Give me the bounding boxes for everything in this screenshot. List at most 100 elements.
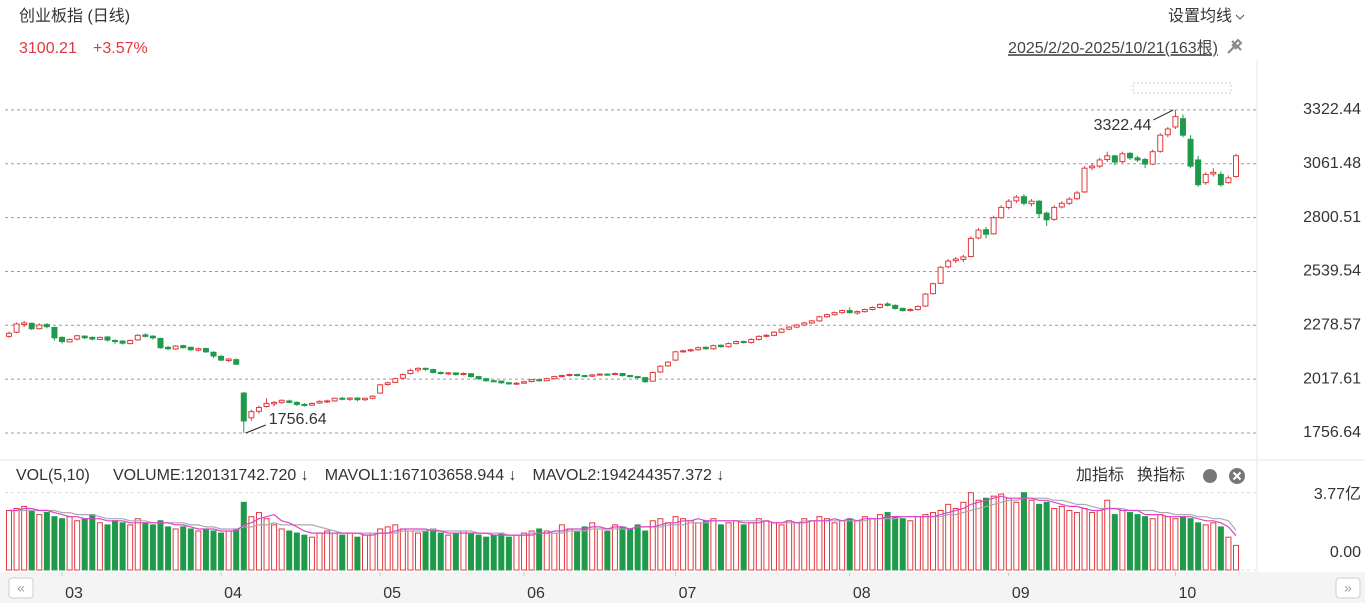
add-indicator[interactable]: 加指标 bbox=[1076, 466, 1124, 484]
candle-body bbox=[165, 346, 172, 350]
volume-bar bbox=[740, 524, 747, 571]
candle-body bbox=[248, 411, 255, 419]
volume-bar bbox=[1058, 505, 1065, 571]
y-tick-label: 3061.48 bbox=[1303, 155, 1361, 172]
candle-body bbox=[301, 403, 308, 406]
volume-bar bbox=[877, 514, 884, 571]
candle-body bbox=[180, 345, 187, 349]
candle-body bbox=[680, 350, 687, 353]
volume-bar bbox=[589, 522, 596, 571]
candle-body bbox=[293, 401, 300, 405]
settings-icon[interactable] bbox=[1203, 469, 1217, 483]
scroll-thumb[interactable] bbox=[1132, 82, 1232, 94]
candle-body bbox=[460, 372, 467, 376]
candle-body bbox=[611, 372, 618, 376]
volume-bar bbox=[763, 520, 770, 571]
volume-bar bbox=[839, 520, 846, 571]
candle-body bbox=[157, 337, 164, 349]
candle-body bbox=[104, 336, 111, 341]
volume-bar bbox=[195, 530, 202, 571]
candle-body bbox=[922, 293, 929, 307]
volume-bar bbox=[892, 516, 899, 571]
candle-body bbox=[1202, 173, 1209, 184]
volume-bar bbox=[369, 532, 376, 571]
candle-body bbox=[255, 407, 262, 412]
candle-body bbox=[324, 400, 331, 403]
candle-body bbox=[1058, 202, 1065, 208]
volume-bar bbox=[907, 520, 914, 571]
candle-body bbox=[59, 336, 66, 343]
candle-body bbox=[892, 304, 899, 310]
candle-body bbox=[149, 335, 156, 339]
ma-line bbox=[9, 495, 1237, 537]
candle-body bbox=[498, 380, 505, 384]
vol-tick-label: 3.77亿 bbox=[1314, 485, 1361, 503]
candle-body bbox=[778, 328, 785, 333]
ma-setting[interactable]: 设置均线 bbox=[1168, 7, 1232, 25]
volume-bar bbox=[861, 516, 868, 571]
volume-bar bbox=[1134, 514, 1141, 571]
candle-body bbox=[589, 374, 596, 377]
chart-title: 创业板指 (日线) bbox=[19, 7, 130, 25]
annotation-arrow bbox=[1153, 109, 1174, 121]
candle-body bbox=[763, 334, 770, 337]
x-tick-label: 09 bbox=[1012, 585, 1030, 602]
candle-body bbox=[195, 348, 202, 351]
x-tick-label: 04 bbox=[224, 585, 242, 602]
candle-body bbox=[702, 346, 709, 350]
candle-body bbox=[801, 322, 808, 326]
candle-body bbox=[1210, 171, 1217, 175]
candle-body bbox=[271, 401, 278, 405]
candle-body bbox=[945, 260, 952, 268]
volume-bar bbox=[96, 522, 103, 571]
pin-icon[interactable] bbox=[1227, 38, 1243, 54]
volume-bar bbox=[43, 512, 50, 571]
volume-bar bbox=[778, 524, 785, 571]
volume-bar bbox=[1172, 518, 1179, 571]
volume-bar bbox=[899, 518, 906, 571]
candle-body bbox=[914, 305, 921, 311]
candle-body bbox=[384, 382, 391, 385]
range-label[interactable]: 2025/2/20-2025/10/21(163根) bbox=[1008, 39, 1218, 57]
volume-bar bbox=[81, 518, 88, 571]
volume-bar bbox=[611, 524, 618, 571]
candle-body bbox=[81, 335, 88, 339]
vol-legend: VOLUME:120131742.720 ↓ bbox=[113, 467, 309, 484]
volume-bar bbox=[604, 530, 611, 571]
candle-body bbox=[1119, 153, 1126, 163]
volume-bar bbox=[1164, 516, 1171, 571]
candle-body bbox=[1081, 167, 1088, 193]
volume-bar bbox=[1066, 510, 1073, 571]
volume-bar bbox=[824, 518, 830, 571]
switch-indicator[interactable]: 换指标 bbox=[1137, 466, 1185, 484]
candle-body bbox=[1225, 177, 1232, 184]
volume-bar bbox=[664, 522, 671, 571]
candle-body bbox=[308, 402, 315, 406]
candle-body bbox=[793, 324, 800, 328]
volume-bar bbox=[468, 532, 475, 571]
x-tick-label: 03 bbox=[65, 585, 83, 602]
volume-bar bbox=[687, 520, 694, 571]
x-tick-label: 06 bbox=[527, 585, 545, 602]
volume-bar bbox=[725, 522, 732, 571]
candle-body bbox=[725, 343, 732, 348]
volume-bar bbox=[733, 520, 740, 571]
candle-body bbox=[854, 311, 861, 314]
volume-bar bbox=[460, 530, 467, 571]
candle-body bbox=[1195, 159, 1202, 186]
candle-body bbox=[51, 326, 58, 339]
candle-body bbox=[740, 341, 747, 344]
volume-bar bbox=[119, 522, 126, 571]
candle-body bbox=[1051, 206, 1058, 220]
volume-bar bbox=[51, 516, 58, 571]
candle-body bbox=[225, 358, 232, 362]
scroll-right[interactable] bbox=[1335, 577, 1361, 599]
candle-body bbox=[468, 373, 475, 378]
volume-bar bbox=[112, 520, 119, 571]
candle-body bbox=[1104, 155, 1111, 161]
candle-body bbox=[505, 382, 512, 385]
scroll-left[interactable] bbox=[8, 577, 34, 599]
volume-bar bbox=[1202, 524, 1209, 571]
volume-bar bbox=[278, 528, 285, 571]
